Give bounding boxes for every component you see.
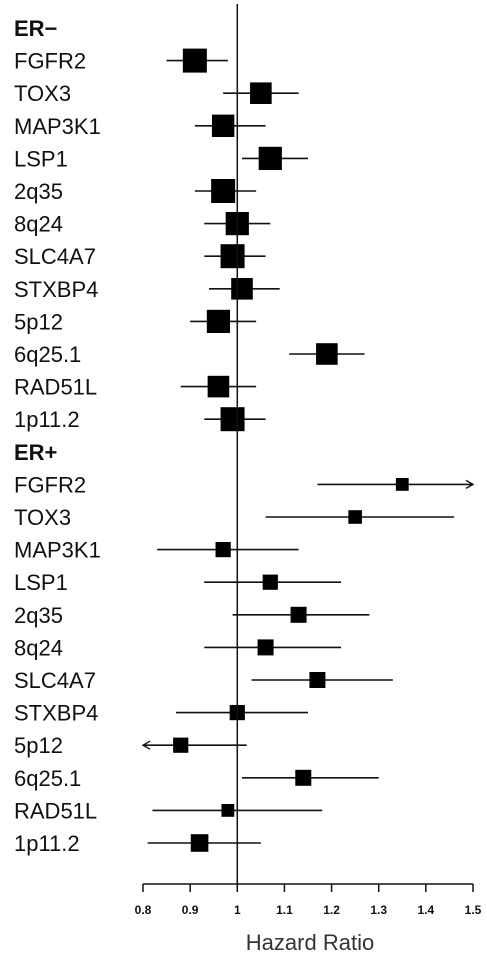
row-label: SLC4A7 xyxy=(14,244,96,269)
x-tick-label: 1 xyxy=(234,903,241,917)
hr-marker xyxy=(262,574,278,590)
row-label: 2q35 xyxy=(14,603,63,628)
hr-marker xyxy=(211,114,235,137)
hr-marker xyxy=(220,244,245,269)
x-tick-label: 1.4 xyxy=(418,903,435,917)
hr-marker xyxy=(173,737,189,753)
hr-marker xyxy=(215,542,231,558)
rows-layer: ER− FGFR2 TOX3 MAP3K1 LSP1 2q35 8q24 SLC4A7 STXB… xyxy=(14,16,475,856)
row-label: 5p12 xyxy=(14,309,63,334)
row-label: FGFR2 xyxy=(14,472,86,497)
row-label: FGFR2 xyxy=(14,49,86,74)
hr-marker xyxy=(309,672,326,688)
row-label: SLC4A7 xyxy=(14,668,96,693)
row-label: 1p11.2 xyxy=(14,407,80,432)
row-label: 5p12 xyxy=(14,733,63,758)
row-label: RAD51L xyxy=(14,798,97,823)
hr-marker xyxy=(295,769,312,786)
hr-marker xyxy=(207,375,230,398)
x-axis-ticks: 0.8 0.9 1 1.1 1.2 1.3 1.4 1.5 xyxy=(135,884,482,917)
x-tick-label: 1.5 xyxy=(465,903,482,917)
hr-marker xyxy=(221,804,235,817)
row-label: MAP3K1 xyxy=(14,538,101,563)
x-tick-label: 1.2 xyxy=(323,903,340,917)
row-label: 2q35 xyxy=(14,179,63,204)
hr-marker xyxy=(211,179,236,203)
x-tick-label: 0.9 xyxy=(182,903,199,917)
row-label: 6q25.1 xyxy=(14,342,81,367)
x-tick-label: 1.3 xyxy=(370,903,387,917)
row-label: MAP3K1 xyxy=(14,114,101,139)
row-label: 6q25.1 xyxy=(14,766,81,791)
row-label: TOX3 xyxy=(14,505,71,530)
ci-arrow-right xyxy=(465,479,475,490)
row-label: RAD51L xyxy=(14,375,97,400)
x-tick-label: 1.1 xyxy=(276,903,293,917)
group-label: ER+ xyxy=(14,440,57,465)
hr-marker xyxy=(348,510,362,524)
row-label: 8q24 xyxy=(14,635,63,660)
hr-marker xyxy=(257,639,274,656)
hr-marker xyxy=(220,407,245,432)
row-label: LSP1 xyxy=(14,570,68,595)
ci-arrow-left xyxy=(141,740,151,750)
hr-marker xyxy=(395,478,409,491)
hr-marker xyxy=(206,309,231,333)
hr-marker xyxy=(190,834,209,852)
row-label: LSP1 xyxy=(14,146,68,171)
row-label: STXBP4 xyxy=(14,701,98,726)
x-tick-label: 0.8 xyxy=(135,903,152,917)
hr-marker xyxy=(231,278,253,300)
hr-marker xyxy=(182,48,207,73)
row-label: 8q24 xyxy=(14,212,63,237)
row-label: 1p11.2 xyxy=(14,831,80,856)
row-label: TOX3 xyxy=(14,81,71,106)
hr-marker xyxy=(316,343,338,365)
hr-marker xyxy=(290,606,307,623)
hr-marker xyxy=(258,146,282,170)
x-axis-title: Hazard Ratio xyxy=(246,930,374,955)
row-label: STXBP4 xyxy=(14,277,98,302)
group-label: ER− xyxy=(14,16,57,41)
hr-marker xyxy=(250,82,272,104)
